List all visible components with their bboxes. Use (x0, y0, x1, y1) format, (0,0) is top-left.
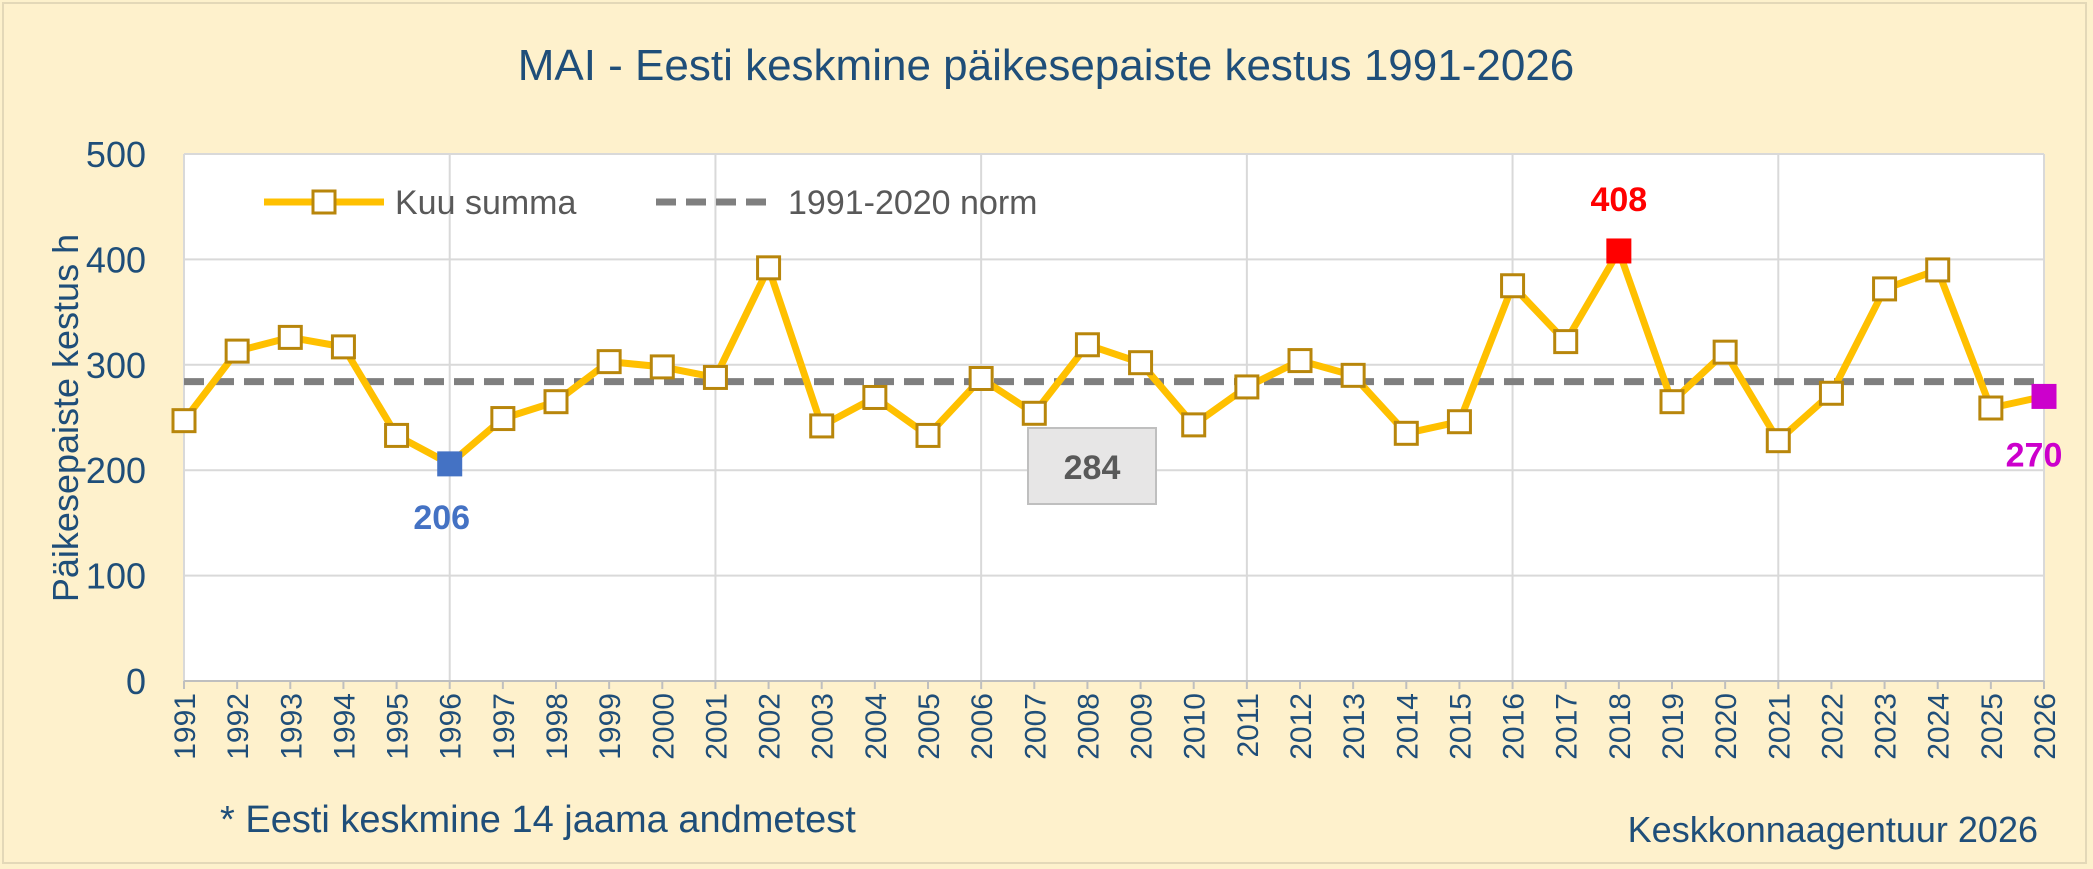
y-tick-label: 100 (86, 556, 146, 597)
x-tick-label: 2016 (1498, 693, 1531, 760)
data-point-marker (1181, 412, 1207, 438)
source-credit: Keskkonnaagentuur 2026 (1628, 809, 2038, 850)
data-point-marker (277, 324, 303, 350)
x-tick-label: 1999 (594, 693, 627, 760)
data-point-marker (1712, 339, 1738, 365)
x-tick-label: 1997 (488, 693, 521, 760)
data-point-marker (809, 413, 835, 439)
x-tick-label: 2021 (1763, 693, 1796, 760)
data-point-marker (649, 354, 675, 380)
x-tick-label: 2006 (966, 693, 999, 760)
x-tick-label: 2025 (1976, 693, 2009, 760)
data-point-marker (1978, 395, 2004, 421)
legend: Kuu summa 1991-2020 norm (264, 184, 1038, 222)
x-tick-label: 2017 (1551, 693, 1584, 760)
data-point-marker (437, 451, 463, 477)
x-axis-ticks: 1991 1992 1993 1994 1995 1996 1997 1998 1999 2000… (169, 681, 2062, 760)
x-tick-label: 2005 (913, 693, 946, 760)
data-point-marker (1287, 348, 1313, 374)
data-point-marker (543, 389, 569, 415)
y-tick-label: 200 (86, 450, 146, 491)
data-label-2018: 408 (1590, 181, 1647, 219)
data-point-marker (596, 349, 622, 375)
data-point-marker (490, 406, 516, 432)
x-tick-label: 1993 (275, 693, 308, 760)
data-labels: 206 408 270 284 (413, 181, 2062, 537)
chart-title: MAI - Eesti keskmine päikesepaiste kestu… (518, 41, 1575, 90)
x-tick-label: 2007 (1019, 693, 1052, 760)
x-tick-label: 1996 (435, 693, 468, 760)
data-point-marker (1446, 409, 1472, 435)
data-point-marker (384, 422, 410, 448)
x-tick-label: 2000 (647, 693, 680, 760)
data-point-marker (1765, 428, 1791, 454)
x-tick-label: 1998 (541, 693, 574, 760)
y-tick-label: 300 (86, 345, 146, 386)
data-point-marker (1925, 257, 1951, 283)
x-tick-label: 2003 (807, 693, 840, 760)
x-tick-label: 2004 (860, 693, 893, 760)
x-tick-label: 1991 (169, 693, 202, 760)
y-tick-label: 400 (86, 239, 146, 280)
data-point-marker (702, 364, 728, 390)
data-point-marker (1606, 238, 1632, 264)
data-point-marker (224, 338, 250, 364)
x-tick-label: 2022 (1816, 693, 1849, 760)
data-point-marker (1818, 380, 1844, 406)
legend-series-marker-swatch (311, 189, 337, 215)
data-point-marker (915, 422, 941, 448)
data-point-marker (1659, 389, 1685, 415)
footnote: * Eesti keskmine 14 jaama andmetest (220, 799, 856, 841)
data-point-marker (171, 408, 197, 434)
x-tick-label: 2008 (1072, 693, 1105, 760)
x-tick-label: 2009 (1126, 693, 1159, 760)
x-tick-label: 2010 (1179, 693, 1212, 760)
data-label-2026: 270 (2006, 436, 2063, 474)
data-point-marker (1393, 420, 1419, 446)
data-point-marker (1872, 276, 1898, 302)
x-tick-label: 2023 (1870, 693, 1903, 760)
x-tick-label: 2015 (1444, 693, 1477, 760)
data-point-marker (1234, 374, 1260, 400)
data-point-marker (1340, 362, 1366, 388)
norm-value-box (1027, 427, 1157, 505)
legend-norm-label: 1991-2020 norm (788, 184, 1038, 222)
x-tick-label: 1994 (328, 693, 361, 760)
y-tick-label: 0 (126, 661, 146, 702)
data-point-marker (1128, 350, 1154, 376)
x-tick-label: 2024 (1923, 693, 1956, 760)
data-point-marker (968, 366, 994, 392)
x-tick-label: 1995 (382, 693, 415, 760)
data-point-marker (330, 334, 356, 360)
data-point-marker (1553, 329, 1579, 355)
x-tick-label: 2002 (754, 693, 787, 760)
data-markers (171, 238, 2057, 477)
x-tick-label: 2026 (2029, 693, 2062, 760)
y-axis-ticks: 0 100 200 300 400 500 (86, 134, 146, 702)
x-tick-label: 2020 (1710, 693, 1743, 760)
x-tick-label: 2014 (1391, 693, 1424, 760)
data-point-marker (1074, 332, 1100, 358)
legend-series-label: Kuu summa (395, 184, 576, 222)
x-tick-label: 2018 (1604, 693, 1637, 760)
y-axis-label: Päikesepaiste kestus h (45, 234, 86, 602)
x-tick-label: 2011 (1232, 693, 1265, 758)
x-tick-label: 2012 (1285, 693, 1318, 760)
y-tick-label: 500 (86, 134, 146, 175)
data-point-marker (2031, 383, 2057, 409)
x-tick-label: 1992 (222, 693, 255, 760)
x-tick-label: 2001 (700, 693, 733, 760)
x-tick-label: 2019 (1657, 693, 1690, 760)
data-point-marker (756, 255, 782, 281)
x-tick-label: 2013 (1338, 693, 1371, 760)
data-point-marker (1021, 400, 1047, 426)
data-point-marker (1500, 273, 1526, 299)
data-label-1996: 206 (413, 499, 470, 537)
norm-value-label: 284 (1064, 449, 1121, 487)
data-point-marker (862, 384, 888, 410)
